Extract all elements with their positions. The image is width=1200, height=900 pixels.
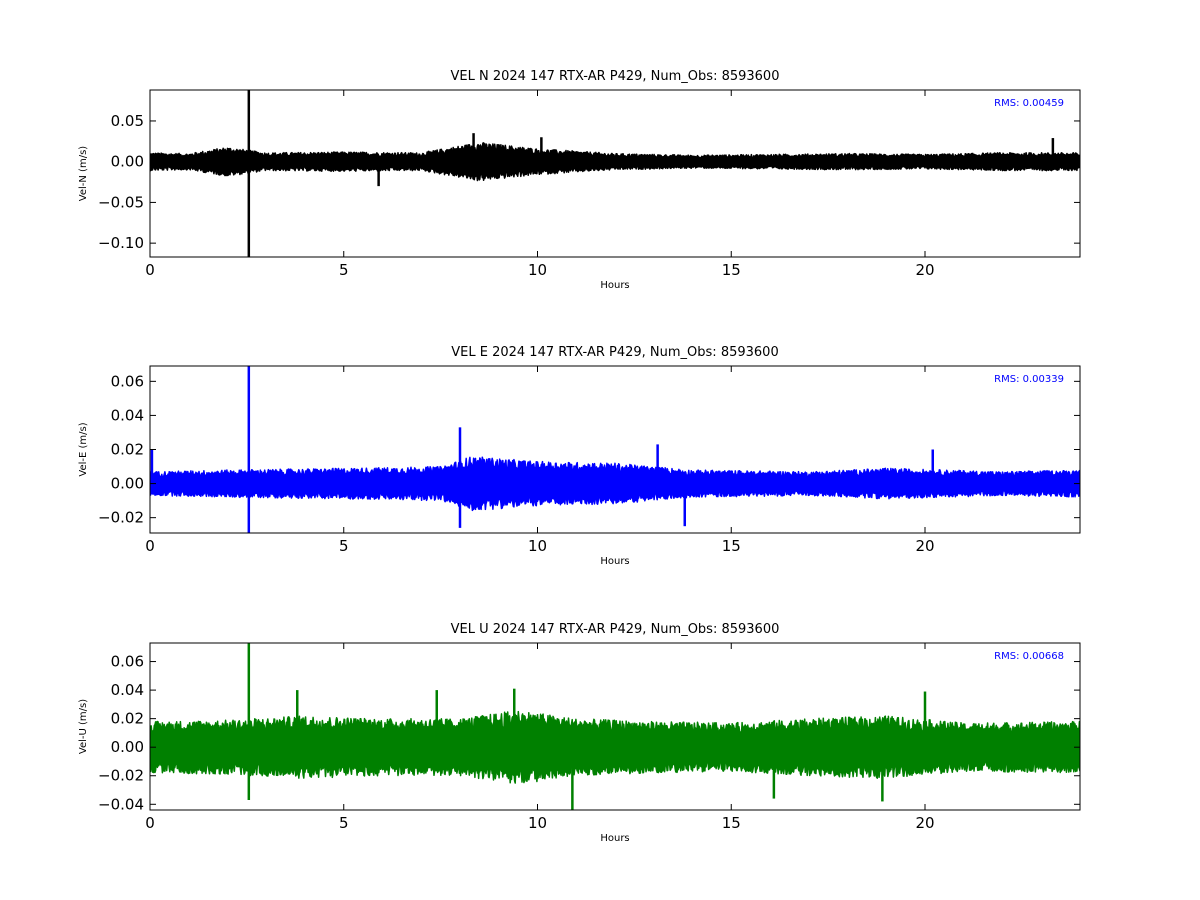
rms-annotation: RMS: 0.00459	[994, 98, 1064, 109]
x-tick-label: 20	[915, 537, 934, 555]
y-tick-label: −0.02	[98, 509, 144, 527]
chart-panel-0: VEL N 2024 147 RTX-AR P429, Num_Obs: 859…	[78, 69, 1081, 291]
y-tick-label: 0.06	[111, 653, 144, 671]
x-tick-label: 0	[145, 261, 155, 279]
x-tick-label: 5	[339, 537, 349, 555]
x-tick-label: 10	[528, 261, 547, 279]
chart-title: VEL N 2024 147 RTX-AR P429, Num_Obs: 859…	[451, 69, 780, 84]
plot-frame	[149, 89, 1081, 258]
y-tick-label: −0.05	[98, 193, 144, 211]
chart-panel-1: VEL E 2024 147 RTX-AR P429, Num_Obs: 859…	[78, 345, 1081, 567]
x-tick-label: 20	[915, 261, 934, 279]
series-0-band	[150, 142, 1080, 182]
y-axis-label: Vel-N (m/s)	[78, 146, 89, 201]
y-tick-label: 0.05	[111, 112, 144, 130]
y-axis-label: Vel-E (m/s)	[78, 422, 89, 476]
y-tick-label: 0.00	[111, 153, 144, 171]
y-tick-label: 0.04	[111, 406, 144, 424]
x-tick-label: 15	[722, 814, 741, 832]
y-tick-label: 0.00	[111, 738, 144, 756]
y-tick-label: 0.02	[111, 710, 144, 728]
x-tick-label: 10	[528, 814, 547, 832]
y-tick-label: 0.02	[111, 441, 144, 459]
rms-annotation: RMS: 0.00339	[994, 374, 1064, 385]
y-tick-label: −0.02	[98, 767, 144, 785]
plot-frame	[149, 642, 1081, 811]
series-group	[150, 90, 1080, 257]
x-tick-label: 0	[145, 814, 155, 832]
y-tick-label: −0.04	[98, 795, 144, 813]
y-axis-label: Vel-U (m/s)	[78, 699, 89, 754]
y-tick-label: 0.00	[111, 475, 144, 493]
chart-panel-2: VEL U 2024 147 RTX-AR P429, Num_Obs: 859…	[78, 622, 1081, 844]
x-axis-label: Hours	[600, 280, 629, 291]
series-group	[150, 366, 1080, 533]
x-tick-label: 5	[339, 261, 349, 279]
x-tick-label: 10	[528, 537, 547, 555]
x-tick-label: 20	[915, 814, 934, 832]
y-tick-label: 0.06	[111, 372, 144, 390]
chart-title: VEL E 2024 147 RTX-AR P429, Num_Obs: 859…	[451, 345, 778, 360]
series-group	[150, 643, 1080, 810]
chart-title: VEL U 2024 147 RTX-AR P429, Num_Obs: 859…	[451, 622, 780, 637]
series-0-band	[150, 710, 1080, 784]
x-tick-label: 15	[722, 537, 741, 555]
x-axis-label: Hours	[600, 556, 629, 567]
x-tick-label: 15	[722, 261, 741, 279]
y-tick-label: −0.10	[98, 234, 144, 252]
x-tick-label: 0	[145, 537, 155, 555]
y-tick-label: 0.04	[111, 681, 144, 699]
x-tick-label: 5	[339, 814, 349, 832]
x-axis-label: Hours	[600, 833, 629, 844]
rms-annotation: RMS: 0.00668	[994, 651, 1064, 662]
